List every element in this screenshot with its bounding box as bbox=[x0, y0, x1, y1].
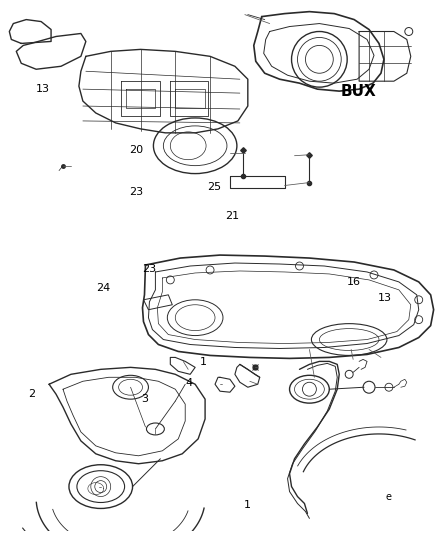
Text: 16: 16 bbox=[347, 277, 361, 287]
Text: 23: 23 bbox=[129, 188, 143, 197]
Text: 24: 24 bbox=[96, 282, 111, 293]
Text: 1: 1 bbox=[244, 500, 251, 510]
Text: 1: 1 bbox=[200, 357, 207, 367]
Text: 20: 20 bbox=[129, 145, 143, 155]
Text: e: e bbox=[386, 492, 392, 502]
Text: BUX: BUX bbox=[340, 84, 376, 99]
Text: 3: 3 bbox=[141, 394, 148, 404]
Text: 21: 21 bbox=[225, 211, 239, 221]
Text: 25: 25 bbox=[208, 182, 222, 192]
Text: 13: 13 bbox=[378, 293, 392, 303]
Text: 2: 2 bbox=[28, 389, 35, 399]
Text: 13: 13 bbox=[36, 84, 50, 94]
Text: 23: 23 bbox=[142, 264, 156, 274]
Text: 4: 4 bbox=[185, 378, 192, 388]
